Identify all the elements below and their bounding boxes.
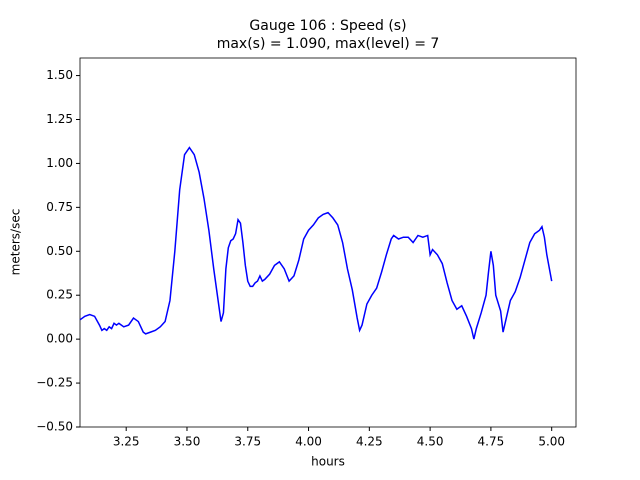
y-tick-label: 0.75 xyxy=(46,200,73,214)
y-tick-label: 0.50 xyxy=(46,244,73,258)
data-line xyxy=(79,146,553,340)
y-tick-label: 1.25 xyxy=(46,112,73,126)
x-tick-label: 3.75 xyxy=(234,435,261,449)
y-tick-label: 0.00 xyxy=(46,332,73,346)
plot-frame xyxy=(79,57,577,428)
x-tick-label: 4.50 xyxy=(417,435,444,449)
x-tick-label: 4.75 xyxy=(478,435,505,449)
x-tick-label: 4.00 xyxy=(295,435,322,449)
y-tick-label: 1.50 xyxy=(46,68,73,82)
y-tick-label: −0.25 xyxy=(36,376,73,390)
y-axis-label: meters/sec xyxy=(9,209,23,276)
y-tick-label: −0.50 xyxy=(36,420,73,434)
x-tick-label: 3.25 xyxy=(113,435,140,449)
x-axis-label: hours xyxy=(311,455,345,469)
y-tick-label: 0.25 xyxy=(46,288,73,302)
x-tick-label: 4.25 xyxy=(356,435,383,449)
x-tick-label: 3.50 xyxy=(174,435,201,449)
chart-title: Gauge 106 : Speed (s) xyxy=(249,18,406,34)
x-tick-label: 5.00 xyxy=(538,435,565,449)
y-tick-label: 1.00 xyxy=(46,156,73,170)
chart-subtitle: max(s) = 1.090, max(level) = 7 xyxy=(217,36,440,52)
